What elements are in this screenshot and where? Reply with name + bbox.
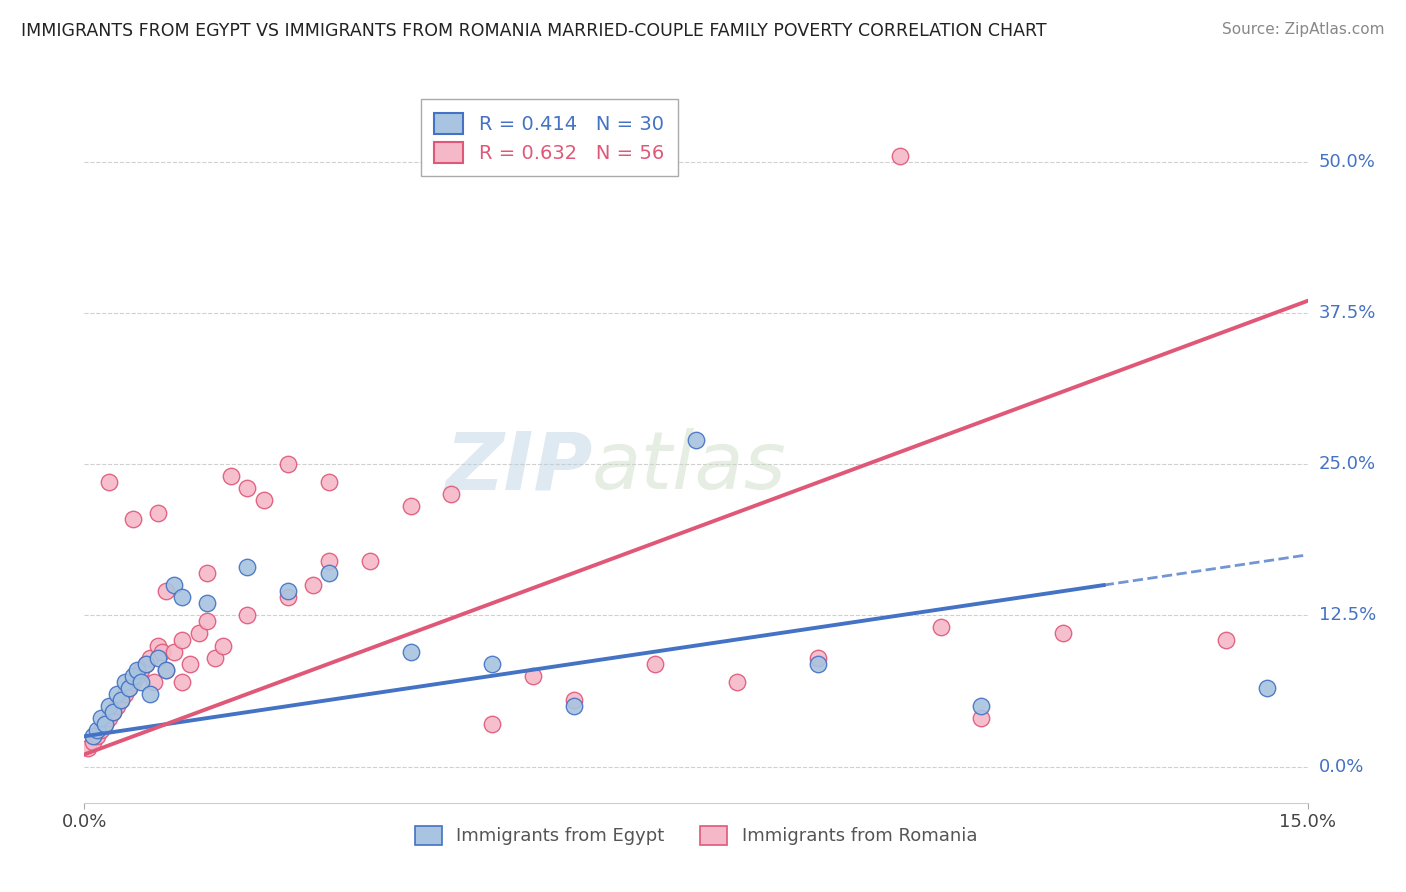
Point	[212, 639, 235, 653]
Point	[219, 469, 242, 483]
Text: 0.0%: 0.0%	[1319, 757, 1364, 775]
Point	[77, 741, 100, 756]
Point	[318, 566, 340, 580]
Point	[127, 663, 149, 677]
Text: ZIP: ZIP	[444, 428, 592, 507]
Point	[725, 674, 748, 689]
Point	[277, 584, 299, 599]
Point	[127, 669, 149, 683]
Point	[359, 554, 381, 568]
Point	[90, 723, 112, 738]
Point	[114, 674, 136, 689]
Point	[155, 584, 177, 599]
Point	[135, 657, 157, 671]
Text: atlas: atlas	[592, 428, 787, 507]
Point	[807, 650, 830, 665]
Point	[440, 487, 463, 501]
Point	[399, 645, 422, 659]
Point	[481, 657, 503, 671]
Point	[138, 650, 160, 665]
Point	[163, 578, 186, 592]
Point	[172, 632, 194, 647]
Point	[562, 699, 585, 714]
Text: Source: ZipAtlas.com: Source: ZipAtlas.com	[1222, 22, 1385, 37]
Point	[118, 681, 141, 695]
Point	[155, 663, 177, 677]
Point	[114, 687, 136, 701]
Point	[146, 650, 169, 665]
Text: IMMIGRANTS FROM EGYPT VS IMMIGRANTS FROM ROMANIA MARRIED-COUPLE FAMILY POVERTY C: IMMIGRANTS FROM EGYPT VS IMMIGRANTS FROM…	[21, 22, 1046, 40]
Point	[522, 669, 544, 683]
Text: 37.5%: 37.5%	[1319, 304, 1376, 322]
Point	[155, 663, 177, 677]
Point	[644, 657, 666, 671]
Point	[172, 674, 194, 689]
Point	[970, 711, 993, 725]
Point	[118, 681, 141, 695]
Point	[318, 554, 340, 568]
Point	[131, 674, 153, 689]
Point	[146, 506, 169, 520]
Point	[195, 566, 218, 580]
Point	[204, 650, 226, 665]
Point	[150, 645, 173, 659]
Point	[187, 626, 209, 640]
Point	[236, 608, 259, 623]
Point	[172, 590, 194, 604]
Point	[195, 615, 218, 629]
Point	[179, 657, 201, 671]
Point	[236, 481, 259, 495]
Point	[122, 674, 145, 689]
Point	[110, 693, 132, 707]
Text: 25.0%: 25.0%	[1319, 455, 1376, 473]
Point	[970, 699, 993, 714]
Point	[807, 657, 830, 671]
Point	[131, 663, 153, 677]
Point	[97, 711, 120, 725]
Point	[399, 500, 422, 514]
Point	[135, 657, 157, 671]
Point	[86, 723, 108, 738]
Point	[82, 735, 104, 749]
Point	[1052, 626, 1074, 640]
Point	[101, 705, 124, 719]
Point	[122, 669, 145, 683]
Point	[277, 590, 299, 604]
Point	[1215, 632, 1237, 647]
Point	[93, 717, 115, 731]
Point	[105, 699, 128, 714]
Point	[86, 729, 108, 743]
Point	[929, 620, 952, 634]
Point	[1256, 681, 1278, 695]
Point	[93, 717, 115, 731]
Point	[146, 639, 169, 653]
Point	[142, 674, 165, 689]
Point	[253, 493, 276, 508]
Text: 12.5%: 12.5%	[1319, 607, 1376, 624]
Point	[277, 457, 299, 471]
Point	[236, 560, 259, 574]
Point	[301, 578, 323, 592]
Point	[138, 687, 160, 701]
Point	[122, 511, 145, 525]
Point	[685, 433, 707, 447]
Point	[97, 475, 120, 490]
Point	[562, 693, 585, 707]
Point	[82, 729, 104, 743]
Point	[90, 711, 112, 725]
Point	[481, 717, 503, 731]
Point	[889, 149, 911, 163]
Point	[195, 596, 218, 610]
Point	[110, 693, 132, 707]
Legend: Immigrants from Egypt, Immigrants from Romania: Immigrants from Egypt, Immigrants from R…	[405, 817, 987, 855]
Point	[318, 475, 340, 490]
Point	[105, 687, 128, 701]
Point	[101, 705, 124, 719]
Point	[163, 645, 186, 659]
Text: 50.0%: 50.0%	[1319, 153, 1375, 170]
Point	[97, 699, 120, 714]
